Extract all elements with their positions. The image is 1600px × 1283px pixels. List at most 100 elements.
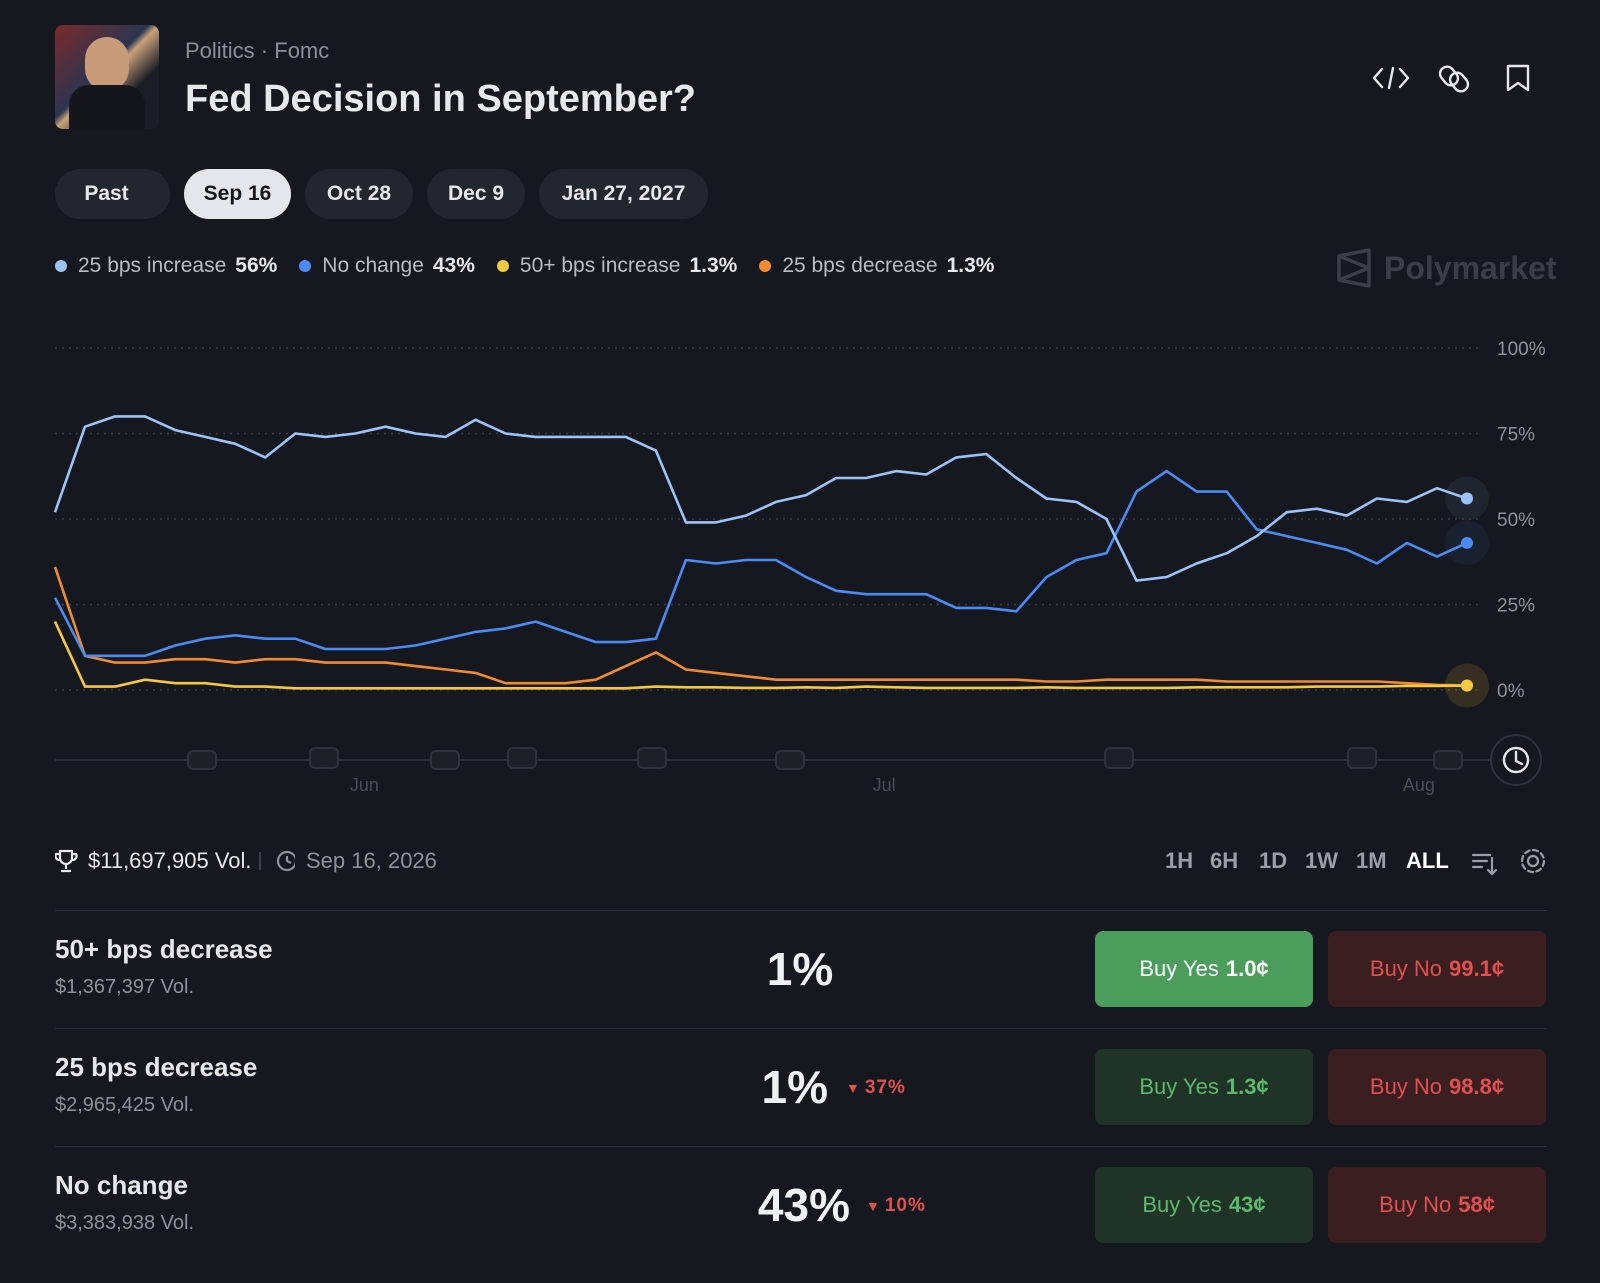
market-volume: $2,965,425 Vol. (55, 1094, 195, 1116)
market-change-value: 10% (884, 1195, 926, 1216)
date-tab-label: Sep 16 (203, 182, 272, 205)
timeline-marker[interactable] (775, 750, 805, 770)
buy-yes-label: Buy Yes (1139, 956, 1219, 981)
watermark-text: Polymarket (1384, 249, 1557, 286)
buy-no-label: Buy No (1379, 1192, 1452, 1217)
bookmark-icon[interactable] (1506, 64, 1530, 92)
watermark-logo (1337, 248, 1371, 288)
market-volume: $1,367,397 Vol. (55, 976, 195, 998)
date-tab[interactable]: Past (55, 169, 170, 219)
timeline-marker[interactable] (637, 747, 667, 769)
legend-name: 25 bps increase (78, 254, 227, 277)
buy-yes-price: 43¢ (1228, 1192, 1266, 1217)
market-image (55, 25, 159, 129)
market-change: ▼ 37% (846, 1077, 906, 1099)
face (85, 37, 129, 91)
y-tick-label: 75% (1497, 425, 1535, 446)
chart-tools (1471, 848, 1546, 876)
range-option[interactable]: 1W (1305, 848, 1338, 873)
buy-yes-button[interactable]: Buy Yes 1.0¢ (1095, 931, 1313, 1007)
buy-no-button[interactable]: Buy No 98.8¢ (1328, 1049, 1546, 1125)
end-date: Sep 16, 2026 (306, 848, 437, 873)
range-option[interactable]: 1D (1259, 848, 1288, 873)
buy-yes-price: 1.0¢ (1225, 956, 1269, 981)
market-name[interactable]: No change (55, 1170, 188, 1200)
date-tab[interactable]: Jan 27, 2027 (539, 169, 708, 219)
series-line (53, 469, 1468, 658)
timeline-marker[interactable] (430, 750, 460, 770)
buy-no-price: 98.8¢ (1449, 1074, 1505, 1099)
sort-icon[interactable] (1471, 853, 1498, 876)
market-name[interactable]: 50+ bps decrease (55, 934, 273, 964)
end-dot (1461, 536, 1473, 549)
down-arrow: ▼ (866, 1198, 881, 1214)
series-line (53, 621, 1468, 690)
buy-no-button[interactable]: Buy No 99.1¢ (1328, 931, 1546, 1007)
buy-yes-button[interactable]: Buy Yes 1.3¢ (1095, 1049, 1313, 1125)
settings-icon[interactable] (1520, 848, 1546, 874)
date-tab[interactable]: Sep 16 (184, 169, 291, 219)
legend-value: 1.3% (946, 254, 995, 277)
range-option[interactable]: 1M (1356, 848, 1387, 873)
market-volume-row: $2,965,425 Vol. (55, 1094, 208, 1117)
range-option[interactable]: 1H (1165, 848, 1194, 873)
timeline-marker[interactable] (309, 747, 339, 769)
separator (55, 910, 1547, 911)
legend: 25 bps increase 56% No change 43% 50+ bps in… (55, 254, 1016, 278)
legend-dot (496, 260, 509, 272)
clock-icon (276, 850, 295, 872)
legend-name: 50+ bps increase (519, 254, 681, 277)
breadcrumb-item[interactable]: Politics (185, 38, 255, 63)
x-tick-label: Aug (1403, 775, 1435, 795)
date-tab[interactable]: Oct 28 (305, 169, 413, 219)
timeline-marker[interactable] (507, 747, 537, 769)
total-volume: $11,697,905 Vol. (88, 848, 252, 873)
separator (55, 1028, 1547, 1029)
timeline-markers (187, 747, 1463, 770)
x-tick-label: Jun (350, 775, 379, 795)
date-tab-label: Dec 9 (447, 182, 505, 205)
watermark: Polymarket (1336, 248, 1557, 288)
breadcrumb: Politics · Fomc (185, 38, 330, 63)
y-tick-label: 100% (1497, 339, 1546, 360)
legend-value: 43% (432, 254, 475, 277)
series-line (53, 415, 1468, 582)
date-tab[interactable]: Dec 9 (427, 169, 525, 219)
market-chance: 1% (761, 1061, 828, 1113)
legend-item: 25 bps increase 56% (55, 254, 277, 278)
buy-no-button[interactable]: Buy No 58¢ (1328, 1167, 1546, 1243)
suit (69, 85, 145, 129)
link-icon[interactable] (1437, 64, 1471, 94)
timeline-marker[interactable] (1347, 747, 1377, 769)
range-option[interactable]: ALL (1406, 848, 1449, 873)
market-name[interactable]: 25 bps decrease (55, 1052, 258, 1082)
breadcrumb-item[interactable]: Fomc (274, 38, 330, 63)
legend-item: No change 43% (299, 254, 475, 278)
clock-icon (1502, 746, 1530, 774)
market-change-value: 37% (864, 1077, 906, 1098)
buy-no-label: Buy No (1369, 1074, 1443, 1099)
chart: 0% 25% 50% 75% 100% Jun Jul Aug (53, 339, 1546, 795)
range-option[interactable]: 6H (1210, 848, 1239, 873)
buy-no-price: 58¢ (1458, 1192, 1495, 1217)
down-arrow: ▼ (846, 1080, 861, 1096)
timeline-marker[interactable] (1104, 747, 1134, 769)
legend-item: 25 bps decrease 1.3% (759, 254, 994, 278)
buy-yes-label: Buy Yes (1142, 1192, 1222, 1217)
timeline-marker[interactable] (1433, 750, 1463, 770)
time-button[interactable] (1490, 734, 1542, 786)
trophy-icon (55, 849, 78, 873)
legend-dot (299, 260, 312, 272)
legend-value: 1.3% (689, 254, 738, 277)
y-tick-label: 50% (1497, 510, 1535, 531)
legend-item: 50+ bps increase 1.3% (496, 254, 738, 278)
embed-icon[interactable] (1372, 66, 1410, 90)
clock-hands (1514, 750, 1524, 766)
buy-yes-button[interactable]: Buy Yes 43¢ (1095, 1167, 1313, 1243)
timeline-marker[interactable] (187, 750, 217, 770)
x-tick-label: Jul (873, 775, 896, 795)
market-volume-row: $1,367,397 Vol. (55, 976, 194, 999)
buy-no-price: 99.1¢ (1449, 956, 1505, 981)
date-tab-label: Past (84, 182, 129, 205)
